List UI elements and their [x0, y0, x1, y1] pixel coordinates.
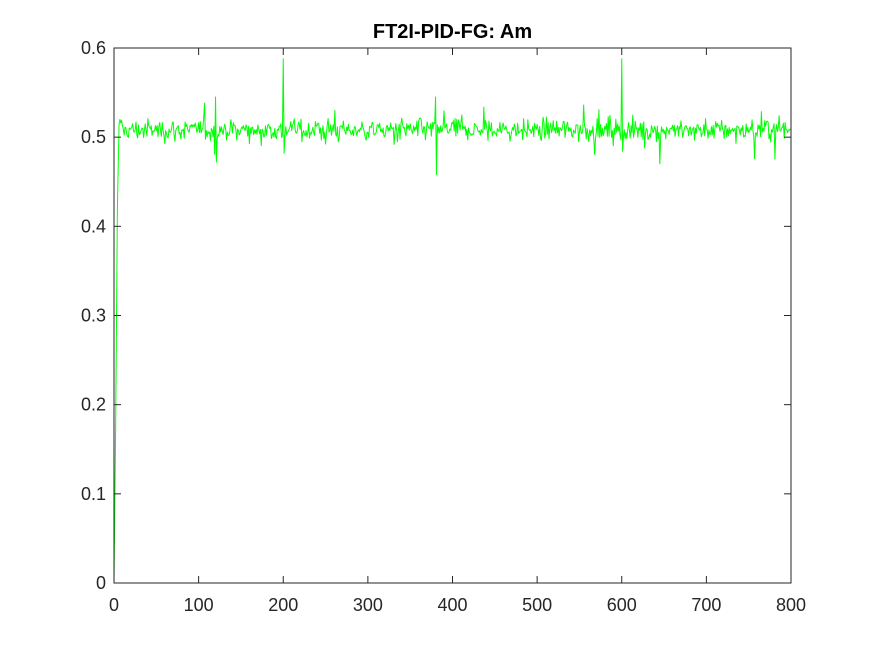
- x-tick-label: 100: [184, 595, 214, 615]
- x-tick-label: 200: [268, 595, 298, 615]
- x-tick-label: 800: [776, 595, 806, 615]
- y-tick-label: 0.1: [81, 484, 106, 504]
- y-tick-label: 0.2: [81, 395, 106, 415]
- x-tick-labels: 0 100 200 300 400 500 600 700 800: [109, 595, 806, 615]
- y-tick-label: 0.6: [81, 38, 106, 58]
- series-layer: [113, 58, 792, 584]
- y-tick-label: 0.4: [81, 216, 106, 236]
- x-tick-label: 500: [522, 595, 552, 615]
- y-tick-label: 0: [96, 573, 106, 593]
- chart-title: FT2I-PID-FG: Am: [373, 21, 532, 43]
- x-tick-label: 700: [691, 595, 721, 615]
- y-tick-label: 0.5: [81, 127, 106, 147]
- x-tick-label: 300: [353, 595, 383, 615]
- y-tick-labels: 0 0.1 0.2 0.3 0.4 0.5 0.6: [81, 38, 106, 593]
- x-tick-label: 400: [437, 595, 467, 615]
- x-tick-label: 0: [109, 595, 119, 615]
- x-tick-label: 600: [607, 595, 637, 615]
- y-tick-label: 0.3: [81, 306, 106, 326]
- series-line: [113, 58, 792, 584]
- axes-box: [113, 47, 792, 584]
